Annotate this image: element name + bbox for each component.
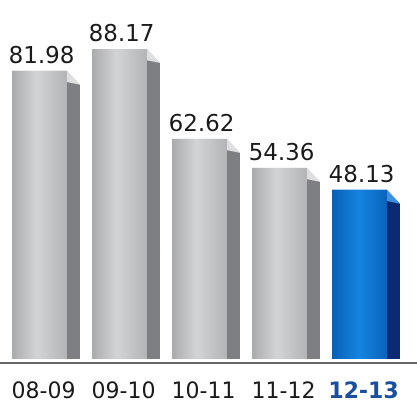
bar-10-11 xyxy=(172,138,240,359)
bar-side xyxy=(67,70,80,360)
value-label-08-09: 81.98 xyxy=(9,43,75,69)
value-labels-group: 81.98 88.17 62.62 54.36 48.13 xyxy=(9,21,395,188)
bar-front xyxy=(92,49,147,359)
value-label-12-13: 48.13 xyxy=(329,162,395,188)
bar-11-12 xyxy=(252,167,320,359)
category-label-10-11: 10-11 xyxy=(172,379,236,404)
category-label-12-13: 12-13 xyxy=(328,379,398,404)
bar-side xyxy=(227,138,240,359)
bar-front xyxy=(252,167,307,359)
bar-side xyxy=(387,189,400,359)
bars-group xyxy=(12,49,400,360)
category-label-08-09: 08-09 xyxy=(12,379,76,404)
value-label-11-12: 54.36 xyxy=(249,140,315,166)
category-label-09-10: 09-10 xyxy=(92,379,156,404)
bar-09-10 xyxy=(92,49,160,359)
category-labels-group: 08-09 09-10 10-11 11-12 12-13 xyxy=(12,379,399,404)
bar-side xyxy=(147,49,160,359)
bar-side xyxy=(307,167,320,359)
bar-12-13 xyxy=(332,189,400,359)
bar-front xyxy=(172,138,227,359)
category-label-11-12: 11-12 xyxy=(252,379,316,404)
bar-08-09 xyxy=(12,70,80,360)
bar-front xyxy=(332,189,387,359)
value-label-10-11: 62.62 xyxy=(169,111,235,137)
bar-front xyxy=(12,70,67,360)
value-label-09-10: 88.17 xyxy=(89,21,155,47)
